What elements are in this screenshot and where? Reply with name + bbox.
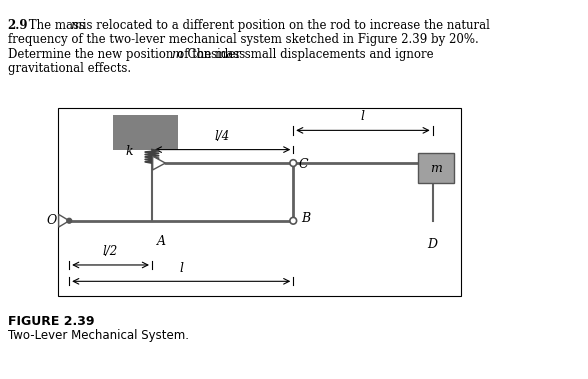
Text: O: O	[47, 214, 57, 227]
Text: gravitational effects.: gravitational effects.	[8, 62, 131, 75]
Circle shape	[290, 160, 296, 166]
Bar	[418, 153, 454, 183]
Text: l: l	[179, 262, 183, 275]
Bar	[113, 115, 178, 150]
Text: l/4: l/4	[215, 130, 230, 143]
Text: m: m	[171, 48, 182, 61]
Text: C: C	[299, 158, 309, 171]
Text: l/2: l/2	[103, 245, 118, 258]
Text: is relocated to a different position on the rod to increase the natural: is relocated to a different position on …	[79, 19, 490, 32]
Text: l: l	[361, 110, 365, 123]
Text: . Consider small displacements and ignore: . Consider small displacements and ignor…	[180, 48, 433, 61]
Circle shape	[67, 218, 72, 223]
Circle shape	[290, 218, 296, 224]
Text: A: A	[157, 235, 166, 248]
Text: k: k	[125, 145, 133, 158]
Polygon shape	[59, 215, 69, 227]
Text: FIGURE 2.39: FIGURE 2.39	[8, 315, 94, 328]
Text: m: m	[430, 162, 442, 175]
Text: B: B	[301, 212, 310, 226]
Text: D: D	[427, 238, 437, 251]
Text: The mass: The mass	[25, 19, 89, 32]
Text: m: m	[70, 19, 81, 32]
Bar	[58, 108, 462, 296]
Text: Two-Lever Mechanical System.: Two-Lever Mechanical System.	[8, 329, 189, 342]
Text: frequency of the two-lever mechanical system sketched in Figure 2.39 by 20%.: frequency of the two-lever mechanical sy…	[8, 33, 479, 46]
Text: 2.9: 2.9	[8, 19, 28, 32]
Polygon shape	[153, 156, 165, 170]
Text: Determine the new position of the mass: Determine the new position of the mass	[8, 48, 249, 61]
